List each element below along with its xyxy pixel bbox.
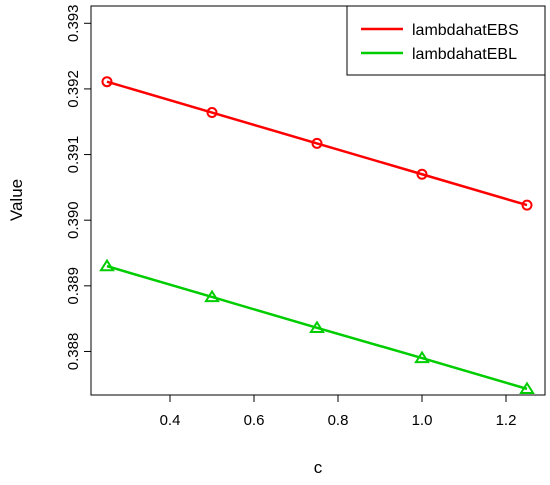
data-point-lambdahatebs [311, 137, 323, 149]
y-tick-label: 0.393 [65, 5, 82, 43]
data-point-lambdahatebl [309, 320, 325, 333]
data-point-lambdahatebl [204, 289, 220, 303]
y-tick-label: 0.391 [65, 136, 82, 174]
y-axis: 0.388 0.389 0.390 0.391 0.392 0.393 [65, 5, 91, 371]
x-tick-label: 0.8 [328, 412, 349, 429]
x-tick-label: 1.0 [412, 412, 433, 429]
data-point-lambdahatebs [416, 168, 428, 180]
data-point-lambdahatebl [414, 350, 430, 364]
x-axis-title: c [314, 458, 323, 477]
legend: lambdahatEBS lambdahatEBL [346, 5, 546, 76]
y-tick-label: 0.388 [65, 333, 82, 371]
data-point-lambdahatebl [519, 381, 535, 395]
data-point-lambdahatebl [99, 258, 115, 272]
legend-label-lambdahatebl: lambdahatEBL [412, 46, 517, 63]
series-layer [99, 76, 535, 395]
y-tick-label: 0.390 [65, 201, 82, 239]
series-line-lambdahatebs [106, 80, 528, 207]
x-axis: 0.4 0.6 0.8 1.0 1.2 [160, 395, 517, 429]
legend-label-lambdahatebs: lambdahatEBS [412, 22, 519, 39]
y-axis-title: Value [7, 179, 26, 221]
plot-frame [90, 5, 546, 396]
series-line-lambdahatebl [106, 264, 528, 391]
x-tick-label: 1.2 [496, 412, 517, 429]
data-point-lambdahatebs [521, 199, 533, 211]
data-point-lambdahatebs [101, 76, 113, 88]
x-tick-label: 0.6 [244, 412, 265, 429]
legend-box [346, 5, 546, 76]
data-point-lambdahatebs [206, 107, 218, 119]
x-tick-label: 0.4 [160, 412, 181, 429]
y-tick-label: 0.389 [65, 267, 82, 305]
y-tick-label: 0.392 [65, 70, 82, 108]
